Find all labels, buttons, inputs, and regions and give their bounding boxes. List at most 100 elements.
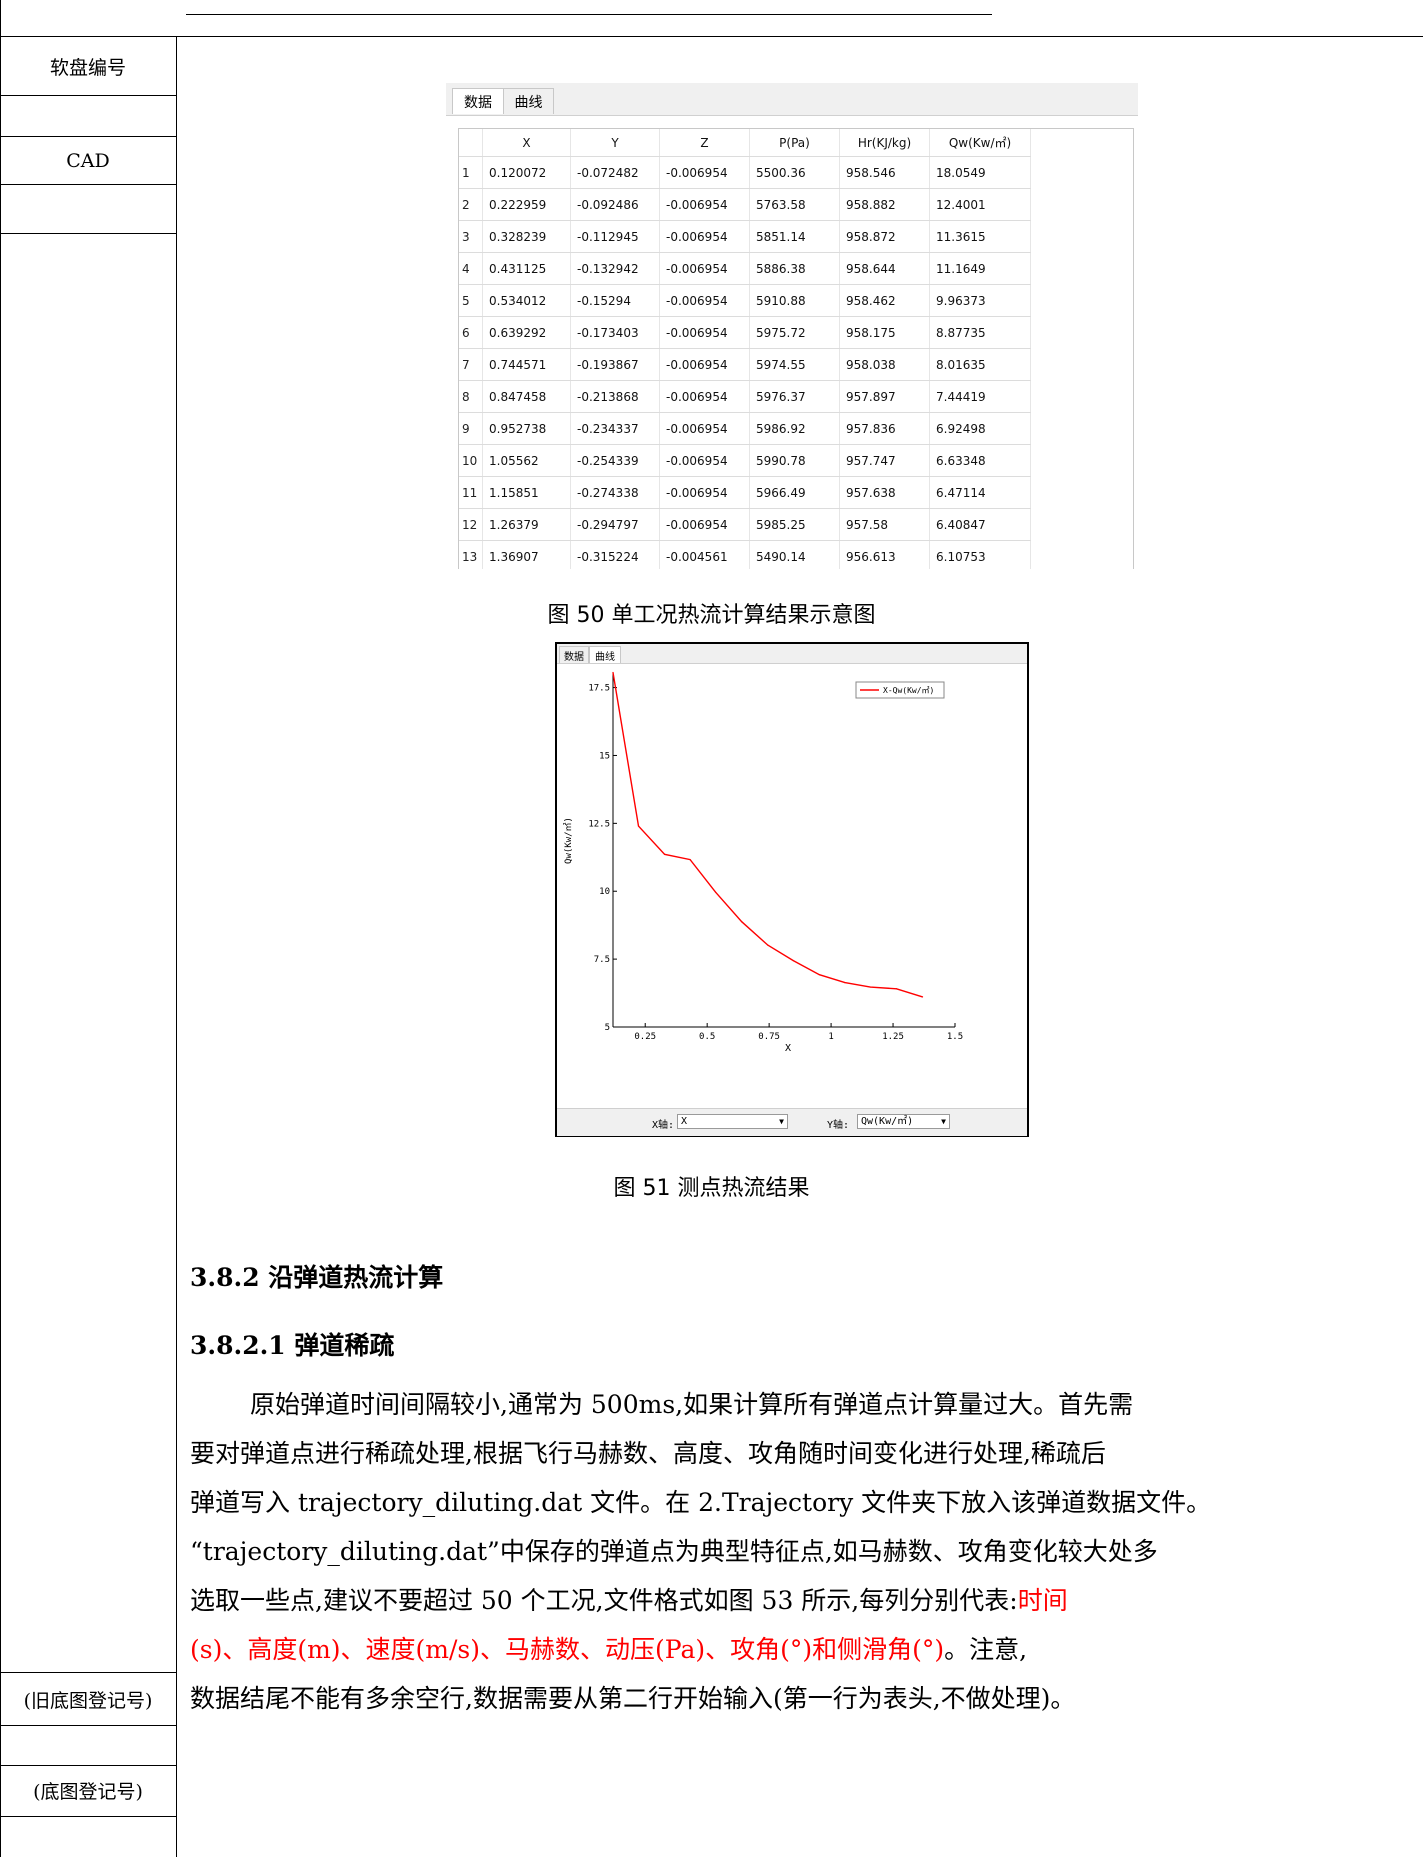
table-row[interactable]: 3 0.328239 -0.112945 -0.006954 5851.14 958.87… [459,220,1031,253]
table-cell: 958.882 [839,188,930,221]
table-cell: -0.234337 [570,412,660,445]
paragraph-line-4: “trajectory_diluting.dat”中保存的弹道点为典型特征点,如… [190,1537,1158,1566]
table-cell: 0.744571 [482,348,571,381]
row-number: 9 [459,412,483,445]
table-cell: -0.15294 [570,284,660,317]
y-tick-label: 7.5 [594,955,610,965]
x-tick-label: 0.25 [634,1032,656,1042]
paragraph-line-6-highlight: (s)、高度(m)、速度(m/s)、马赫数、动压(Pa)、攻角(°)和侧滑角(°… [190,1635,945,1664]
figure-50-caption: 图 50 单工况热流计算结果示意图 [547,603,876,628]
chart-axis-selector-bar: X轴: X ▼ Y轴: Qw(Kw/㎡) ▼ [557,1108,1027,1136]
table-cell: -0.006954 [659,188,750,221]
old-registration-text: (旧底图登记号) [23,1689,153,1712]
column-header[interactable]: Z [659,129,750,157]
table-row[interactable]: 8 0.847458 -0.213868 -0.006954 5976.37 957.89… [459,380,1031,413]
table-cell: 1.15851 [482,476,571,509]
chart-tab-data[interactable]: 数据 [559,646,589,663]
x-axis-title: X [785,1043,791,1054]
sidebar-rule-1 [0,1672,176,1673]
table-cell: 5985.25 [749,508,840,541]
y-tick-label: 17.5 [588,684,610,694]
table-cell: 6.40847 [929,508,1031,541]
sidebar-divider [176,36,177,1857]
table-row[interactable]: 5 0.534012 -0.15294 -0.006954 5910.88 958.462… [459,284,1031,317]
tab-curve[interactable]: 曲线 [504,88,554,114]
x-axis-select[interactable]: X ▼ [677,1114,788,1129]
x-tick-label: 0.5 [699,1032,715,1042]
table-cell: -0.274338 [570,476,660,509]
table-cell: 0.639292 [482,316,571,349]
data-point [612,671,614,674]
row-number: 1 [459,156,483,189]
row-number: 2 [459,188,483,221]
page-border-top [0,36,1423,37]
tab-data[interactable]: 数据 [452,88,504,114]
table-row[interactable]: 10 1.05562 -0.254339 -0.006954 5990.78 957.74… [459,444,1031,477]
table-row[interactable]: 11 1.15851 -0.274338 -0.006954 5966.49 957.63… [459,476,1031,509]
y-tick-label: 5 [605,1023,610,1033]
legend-label: X-Qw(Kw/㎡) [883,686,934,695]
y-axis-select[interactable]: Qw(Kw/㎡) ▼ [857,1114,950,1129]
table-row[interactable]: 7 0.744571 -0.193867 -0.006954 5974.55 958.03… [459,348,1031,381]
table-cell: 12.4001 [929,188,1031,221]
table-cell: 0.222959 [482,188,571,221]
row-number: 13 [459,540,483,569]
table-cell: 9.96373 [929,284,1031,317]
row-number-header [459,129,483,157]
data-point [637,825,640,827]
column-header[interactable]: Qw(Kw/㎡) [929,129,1031,157]
table-cell: 957.58 [839,508,930,541]
table-cell: 958.872 [839,220,930,253]
table-cell: -0.006954 [659,316,750,349]
table-cell: -0.254339 [570,444,660,477]
old-registration-label: (旧底图登记号) [0,1672,176,1726]
x-axis-select-value: X [681,1116,688,1127]
table-cell: 958.644 [839,252,930,285]
table-cell: 958.462 [839,284,930,317]
data-point [689,858,691,861]
row-number: 8 [459,380,483,413]
table-cell: -0.006954 [659,284,750,317]
paragraph-line-5-text: 选取一些点,建议不要超过 50 个工况,文件格式如图 53 所示,每列分别代表: [190,1586,1018,1615]
x-axis-dropdown-icon: ▼ [779,1117,784,1126]
cad-label: CAD [0,137,176,185]
paragraph-line-1-text: 原始弹道时间间隔较小,通常为 500ms,如果计算所有弹道点计算量过大。首先需 [250,1390,1134,1419]
table-cell: 5986.92 [749,412,840,445]
disk-number-value [0,96,176,137]
row-number: 3 [459,220,483,253]
paragraph-line-6: (s)、高度(m)、速度(m/s)、马赫数、动压(Pa)、攻角(°)和侧滑角(°… [190,1625,1390,1674]
paragraph-line-2: 要对弹道点进行稀疏处理,根据飞行马赫数、高度、攻角随时间变化进行处理,稀疏后 [190,1439,1106,1468]
table-cell: -0.092486 [570,188,660,221]
table-header-row: X Y Z P(Pa) Hr(KJ/kg) Qw(Kw/㎡) [459,129,1031,157]
column-header[interactable]: Y [570,129,660,157]
table-row[interactable]: 4 0.431125 -0.132942 -0.006954 5886.38 958.64… [459,252,1031,285]
column-header[interactable]: X [482,129,571,157]
table-cell: 957.638 [839,476,930,509]
table-cell: 957.897 [839,380,930,413]
registration-text: (底图登记号) [33,1781,143,1803]
table-cell: 5886.38 [749,252,840,285]
row-number: 5 [459,284,483,317]
table-row[interactable]: 2 0.222959 -0.092486 -0.006954 5763.58 958.88… [459,188,1031,221]
table-cell: 958.546 [839,156,930,189]
table-body: 1 0.120072 -0.072482 -0.006954 5500.36 958.54… [459,156,1031,569]
table-cell: 6.63348 [929,444,1031,477]
table-row[interactable]: 1 0.120072 -0.072482 -0.006954 5500.36 958.54… [459,156,1031,189]
table-cell: 5910.88 [749,284,840,317]
table-row[interactable]: 12 1.26379 -0.294797 -0.006954 5985.25 957.58… [459,508,1031,541]
cad-value [0,185,176,234]
data-point [818,974,820,976]
table-row[interactable]: 13 1.36907 -0.315224 -0.004561 5490.14 956.61… [459,540,1031,569]
chart-tab-curve[interactable]: 曲线 [589,646,621,663]
table-cell: -0.006954 [659,476,750,509]
table-cell: -0.213868 [570,380,660,413]
column-header[interactable]: P(Pa) [749,129,840,157]
data-point [869,986,871,988]
table-row[interactable]: 9 0.952738 -0.234337 -0.006954 5986.92 957.83… [459,412,1031,445]
data-point [895,988,898,990]
column-header[interactable]: Hr(KJ/kg) [839,129,930,157]
table-cell: -0.006954 [659,412,750,445]
results-data-grid[interactable]: X Y Z P(Pa) Hr(KJ/kg) Qw(Kw/㎡) 1 0.120072 -0.07… [458,128,1134,569]
data-point [664,853,666,855]
table-row[interactable]: 6 0.639292 -0.173403 -0.006954 5975.72 958.17… [459,316,1031,349]
